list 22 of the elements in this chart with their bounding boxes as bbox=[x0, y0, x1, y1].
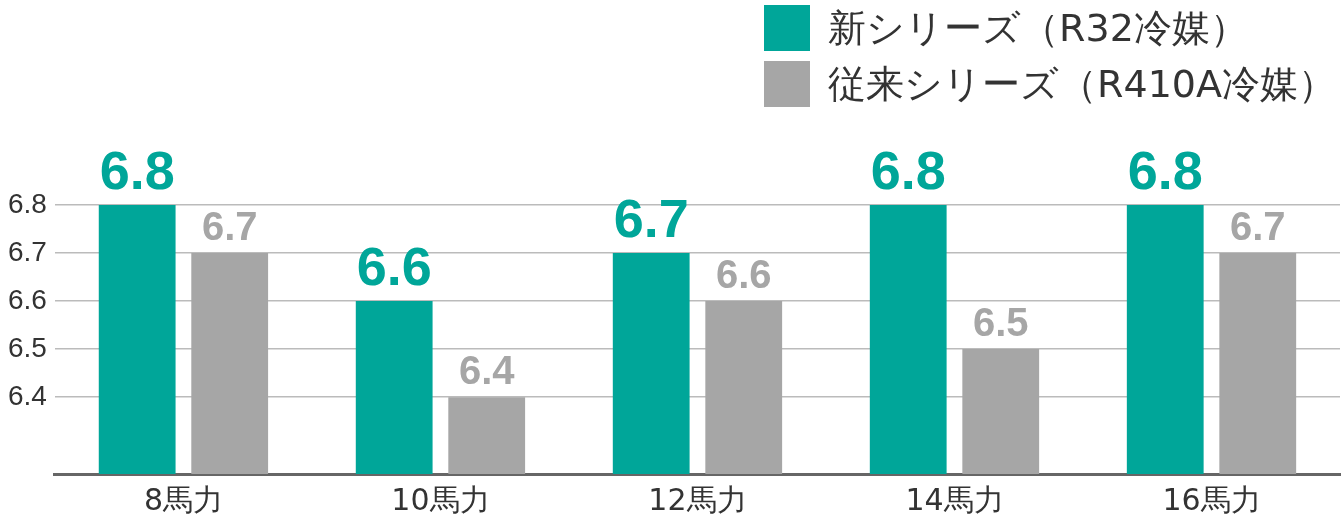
data-label: 6.8 bbox=[99, 139, 175, 200]
x-tick-label: 14馬力 bbox=[905, 481, 1004, 517]
y-tick-label: 6.5 bbox=[7, 331, 47, 363]
x-tick-label: 12馬力 bbox=[648, 481, 747, 517]
x-tick-label: 10馬力 bbox=[391, 481, 490, 517]
data-label: 6.7 bbox=[201, 204, 258, 249]
y-tick-label: 6.8 bbox=[7, 187, 47, 219]
legend-label: 従来シリーズ（R410A冷媒） bbox=[828, 61, 1336, 108]
x-tick-label: 16馬力 bbox=[1162, 481, 1261, 517]
y-tick-label: 6.7 bbox=[7, 235, 47, 267]
y-tick-label: 6.4 bbox=[7, 379, 47, 411]
data-label: 6.6 bbox=[356, 235, 432, 296]
data-label: 6.7 bbox=[1229, 204, 1286, 249]
data-label: 6.8 bbox=[1127, 139, 1203, 200]
x-tick-label: 8馬力 bbox=[143, 481, 223, 517]
data-label: 6.7 bbox=[613, 187, 689, 248]
legend-label: 新シリーズ（R32冷媒） bbox=[828, 5, 1248, 52]
data-label: 6.4 bbox=[458, 348, 516, 393]
data-label: 6.8 bbox=[870, 139, 946, 200]
data-label: 6.5 bbox=[972, 300, 1029, 345]
data-label: 6.6 bbox=[715, 252, 772, 297]
y-tick-label: 6.6 bbox=[7, 283, 47, 315]
